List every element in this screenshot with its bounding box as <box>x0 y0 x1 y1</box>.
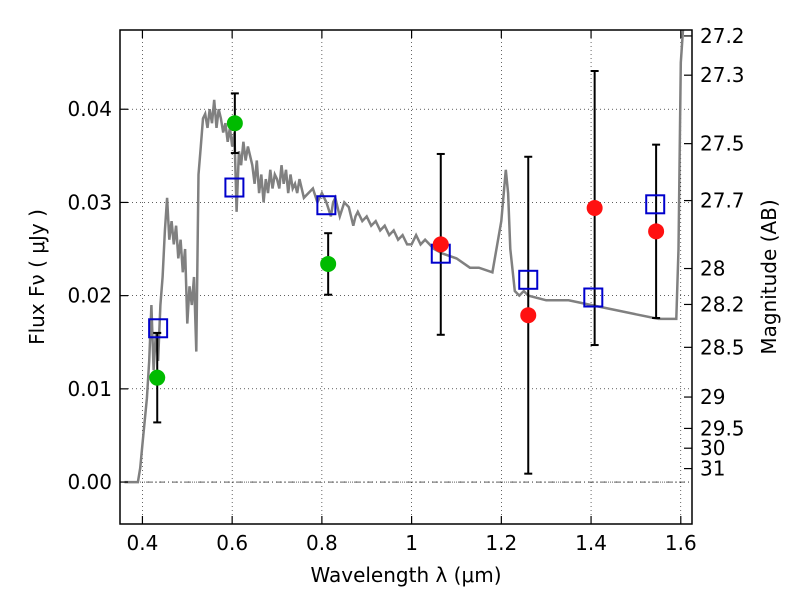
y-axis-ticks: 0.00 0.01 0.02 0.03 0.04 <box>67 97 128 494</box>
magnitude-tick-label: 27.3 <box>700 63 745 87</box>
model-flux-square <box>148 318 169 339</box>
observed-red-point <box>432 236 449 253</box>
x-axis-label: Wavelength λ (μm) <box>310 563 501 587</box>
plot-frame <box>119 29 693 525</box>
x-tick-label: 0.8 <box>306 531 338 555</box>
data-markers <box>148 115 666 386</box>
model-sed-line <box>124 29 685 484</box>
magnitude-axis-label: Magnitude (AB) <box>757 199 781 354</box>
observed-green-point <box>149 369 166 386</box>
observed-red-point <box>520 307 537 324</box>
magnitude-tick-label: 30 <box>700 436 725 460</box>
y-tick-label: 0.02 <box>67 284 112 308</box>
y-tick-label: 0.04 <box>67 97 112 121</box>
model-flux-square <box>518 269 539 290</box>
y-axis-label: Flux Fν ( μJy ) <box>25 209 49 345</box>
magnitude-tick-label: 31 <box>700 457 725 481</box>
y-tick-label: 0.00 <box>67 470 112 494</box>
y-tick-label: 0.01 <box>67 377 112 401</box>
magnitude-tick-label: 28.2 <box>700 292 745 316</box>
x-tick-label: 0.6 <box>216 531 248 555</box>
grid-lines <box>120 30 692 524</box>
model-flux-square <box>316 195 337 216</box>
x-tick-label: 1.6 <box>665 531 697 555</box>
observed-green-point <box>320 255 337 272</box>
x-axis-ticks: 0.4 0.6 0.8 1 1.2 1.4 1.6 <box>127 30 697 555</box>
model-flux-square <box>224 177 245 198</box>
x-tick-label: 1.2 <box>485 531 517 555</box>
magnitude-tick-label: 27.7 <box>700 189 745 213</box>
observed-red-point <box>648 223 665 240</box>
magnitude-tick-label: 29 <box>700 385 725 409</box>
x-tick-label: 1 <box>405 531 418 555</box>
magnitude-tick-label: 27.2 <box>700 24 745 48</box>
magnitude-tick-label: 27.5 <box>700 132 745 156</box>
magnitude-tick-label: 28.5 <box>700 335 745 359</box>
x-tick-label: 0.4 <box>127 531 159 555</box>
magnitude-tick-label: 29.5 <box>700 416 745 440</box>
model-flux-square <box>583 287 604 308</box>
observed-red-point <box>586 200 603 217</box>
observed-green-point <box>226 115 243 132</box>
magnitude-tick-label: 28 <box>700 257 725 281</box>
x-tick-label: 1.4 <box>575 531 607 555</box>
y-tick-label: 0.03 <box>67 190 112 214</box>
model-flux-square <box>645 194 666 215</box>
